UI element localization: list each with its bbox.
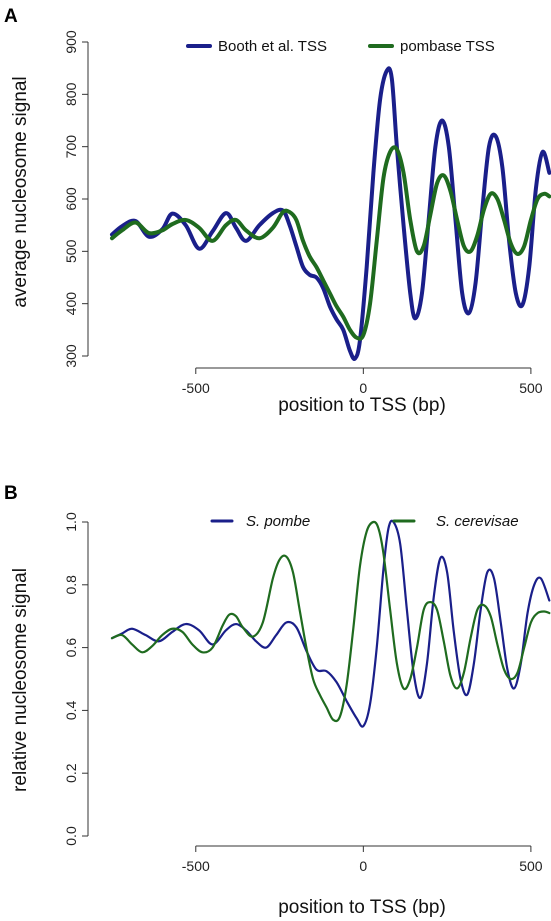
panel-a-series-line-0 <box>110 66 551 361</box>
panel-b-xlabel: position to TSS (bp) <box>278 897 446 918</box>
panel-a-y-tick-label: 500 <box>63 239 79 263</box>
panel-b-ylabel: relative nucleosome signal <box>10 568 31 792</box>
legend-label-booth: Booth et al. TSS <box>218 38 327 55</box>
panel-a-y-tick-label: 700 <box>63 135 79 159</box>
panel-b-y-tick-label: 0.2 <box>63 763 79 783</box>
panel-a-y-axis-title: average nucleosome signal <box>10 76 31 307</box>
panel-b-y-tick-label: 0.4 <box>63 700 79 720</box>
panel-a-chart: A average nucleosome signal position to … <box>4 6 551 416</box>
panel-a-x-tick-label: 500 <box>519 380 543 396</box>
panel-b-chart: B relative nucleosome signal position to… <box>4 483 551 918</box>
panel-b-series-line-1 <box>110 520 551 723</box>
panel-a-xlabel: position to TSS (bp) <box>278 395 446 416</box>
panel-a-y-tick-label: 600 <box>63 187 79 211</box>
panel-a-y-tick-label: 800 <box>63 82 79 106</box>
panel-b-legend: S. pombe S. cerevisae <box>210 513 519 530</box>
panel-a-y-tick-label: 900 <box>63 30 79 54</box>
panel-a-lines <box>110 66 551 361</box>
panel-b-y-tick-label: 0.6 <box>63 638 79 658</box>
panel-b-series-line-0 <box>110 519 551 728</box>
panel-a-series-line-1 <box>110 145 551 341</box>
panel-a-ylabel: average nucleosome signal <box>10 76 31 307</box>
panel-b-x-tick-label: -500 <box>182 858 210 874</box>
panel-a-y-tick-label: 400 <box>63 292 79 316</box>
panel-b-y-axis-title: relative nucleosome signal <box>10 568 31 792</box>
legend-label-pombe: S. pombe <box>246 513 310 530</box>
panel-b-x-tick-label: 500 <box>519 858 543 874</box>
panel-b-letter: B <box>4 483 18 504</box>
panel-b-lines <box>110 519 551 728</box>
panel-a-axes: 300 400 500 600 700 800 900 -500 0 500 <box>63 30 543 396</box>
panel-a-legend: Booth et al. TSS pombase TSS <box>186 38 495 55</box>
panel-a-y-tick-label: 300 <box>63 344 79 368</box>
panel-b-y-tick-label: 0.8 <box>63 575 79 595</box>
panel-a-x-tick-label: 0 <box>359 380 367 396</box>
panel-a-letter: A <box>4 6 18 27</box>
panel-b-x-tick-label: 0 <box>359 858 367 874</box>
legend-label-cerevisae: S. cerevisae <box>436 513 519 530</box>
legend-label-pombase: pombase TSS <box>400 38 495 55</box>
panel-b-y-tick-label: 1.0 <box>63 512 79 532</box>
panel-a-x-tick-label: -500 <box>182 380 210 396</box>
panel-b-y-tick-label: 0.0 <box>63 826 79 846</box>
panel-b-axes: 0.0 0.2 0.4 0.6 0.8 1.0 -500 0 500 <box>63 512 543 874</box>
